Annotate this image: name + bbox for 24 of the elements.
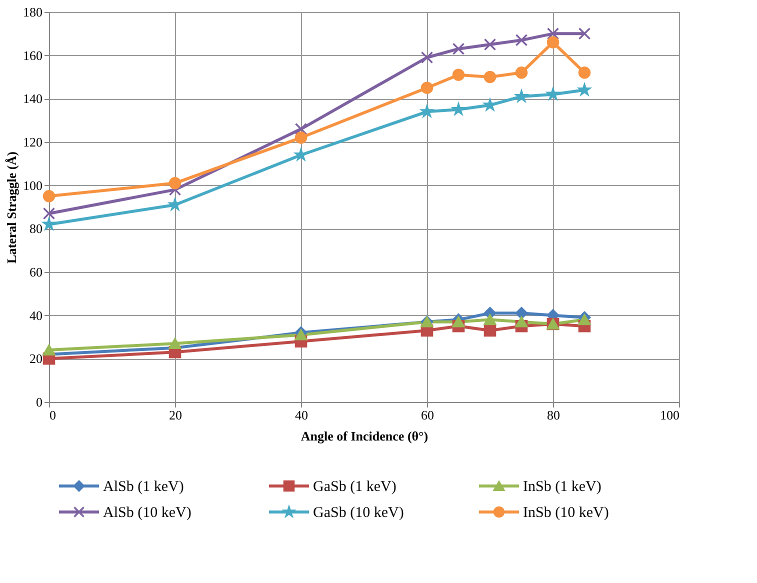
x-axis-title: Angle of Incidence (θ°): [300, 428, 428, 444]
x-tick-label: 20: [169, 408, 182, 422]
y-tick-label: 100: [23, 178, 42, 193]
y-tick-label: 0: [36, 394, 42, 410]
legend-label: AlSb (1 keV): [103, 479, 184, 495]
x-tick-label: 0: [50, 408, 56, 422]
x-tick-label: 40: [295, 408, 308, 422]
legend-label: InSb (10 keV): [523, 505, 609, 521]
y-tick-label: 80: [30, 221, 42, 236]
legend-label: AlSb (10 keV): [103, 505, 192, 521]
x-tick-label: 60: [421, 408, 434, 422]
y-axis-title: Lateral Straggle (Å): [4, 152, 19, 264]
y-tick-label: 40: [30, 308, 42, 323]
y-tick-label: 140: [23, 91, 42, 106]
legend-label: InSb (1 keV): [523, 479, 602, 495]
y-tick-label: 20: [30, 351, 42, 366]
y-tick-label: 160: [23, 48, 42, 63]
x-tick-label: 100: [660, 408, 680, 422]
y-tick-label: 60: [30, 264, 42, 280]
legend-label: GaSb (10 keV): [313, 505, 404, 521]
x-tick-label: 80: [547, 408, 560, 422]
y-tick-label: 180: [23, 4, 42, 20]
legend-label: GaSb (1 keV): [313, 479, 396, 495]
y-tick-label: 120: [23, 134, 42, 150]
